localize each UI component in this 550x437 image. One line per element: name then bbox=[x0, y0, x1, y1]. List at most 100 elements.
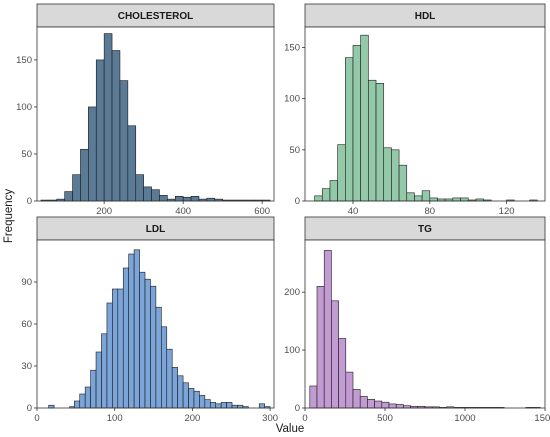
histogram-bar bbox=[95, 351, 102, 409]
x-tick-label: 200 bbox=[96, 206, 112, 217]
histogram-bar bbox=[398, 164, 408, 202]
histogram-bar bbox=[460, 197, 469, 202]
histogram-bar bbox=[106, 302, 113, 409]
histogram-bar bbox=[406, 192, 415, 202]
facet-strip-label: LDL bbox=[146, 224, 165, 235]
x-tick-label: 400 bbox=[175, 206, 191, 217]
panel-border bbox=[304, 26, 546, 202]
histogram-bar bbox=[381, 401, 390, 409]
histogram-bar bbox=[209, 402, 217, 409]
histogram-bar bbox=[199, 395, 206, 409]
y-tick-label: 50 bbox=[21, 149, 32, 160]
histogram-bar bbox=[90, 369, 97, 409]
histogram-bar bbox=[352, 45, 361, 202]
histogram-bar bbox=[237, 404, 244, 409]
histogram-bar bbox=[329, 180, 338, 202]
y-tick-label: 0 bbox=[27, 403, 32, 414]
x-tick-label: 40 bbox=[348, 206, 359, 217]
histogram-bar bbox=[368, 79, 377, 202]
plot-area bbox=[37, 27, 274, 201]
histogram-bar bbox=[352, 389, 361, 409]
histogram-bar bbox=[421, 190, 431, 202]
histogram-bar bbox=[48, 404, 55, 409]
histogram-bar bbox=[258, 403, 265, 409]
histogram-bar bbox=[101, 333, 108, 409]
histogram-bar bbox=[128, 253, 135, 409]
histogram-bar bbox=[88, 106, 97, 202]
y-tick-label: 50 bbox=[289, 145, 300, 156]
histogram-bar bbox=[321, 188, 331, 202]
y-tick-label: 150 bbox=[284, 42, 300, 53]
panel-ldl: LDL 0 100 200 300 0 30 60 90 bbox=[21, 216, 278, 424]
histogram-bar bbox=[150, 285, 157, 409]
histogram-bar bbox=[345, 371, 354, 409]
histogram-bar bbox=[122, 267, 129, 409]
histogram-bar bbox=[345, 57, 354, 202]
histogram-bar bbox=[139, 271, 146, 409]
histogram-bar bbox=[135, 174, 144, 202]
histogram-bar bbox=[174, 195, 184, 202]
facet-strip-label: HDL bbox=[415, 11, 436, 22]
facet-strip-label: CHOLESTEROL bbox=[118, 11, 194, 22]
panel-hdl: HDL 40 80 120 0 50 100 150 bbox=[284, 3, 546, 217]
histogram-bar bbox=[395, 404, 404, 409]
histogram-bar bbox=[72, 174, 81, 202]
histogram-bar bbox=[323, 250, 332, 409]
histogram-bar bbox=[177, 375, 184, 409]
histogram-bar bbox=[309, 385, 318, 409]
y-tick-label: 30 bbox=[21, 361, 32, 372]
x-tick-label: 200 bbox=[184, 413, 200, 424]
panel-border bbox=[36, 26, 275, 202]
x-tick-label: 100 bbox=[107, 413, 123, 424]
histogram-bar bbox=[161, 326, 168, 409]
histogram-bar bbox=[171, 367, 178, 409]
histogram-bar bbox=[166, 348, 173, 409]
facet-strip-label: TG bbox=[418, 224, 432, 235]
histogram-bar bbox=[231, 404, 238, 409]
histogram-bar bbox=[359, 396, 368, 409]
y-tick-label: 0 bbox=[27, 196, 32, 207]
x-tick-label: 500 bbox=[377, 413, 393, 424]
x-axis-title: Value bbox=[276, 423, 305, 435]
histogram-bar bbox=[111, 50, 121, 202]
y-tick-label: 100 bbox=[284, 345, 300, 356]
histogram-bar bbox=[133, 249, 140, 409]
x-tick-label: 300 bbox=[262, 413, 278, 424]
histogram-bar bbox=[314, 195, 323, 202]
histogram-bar bbox=[117, 288, 124, 409]
histogram-bar bbox=[103, 33, 113, 202]
histogram-bar bbox=[159, 195, 168, 202]
histogram-bar bbox=[144, 278, 151, 409]
x-tick-label: 1000 bbox=[454, 413, 475, 424]
histogram-bar bbox=[452, 197, 461, 202]
y-tick-label: 100 bbox=[16, 102, 32, 113]
y-axis-title: Frequency bbox=[3, 189, 15, 244]
histogram-bar bbox=[143, 186, 152, 202]
histogram-bar bbox=[375, 82, 385, 202]
y-tick-label: 100 bbox=[284, 94, 300, 105]
histogram-bar bbox=[367, 399, 375, 409]
x-tick-label: 0 bbox=[302, 413, 307, 424]
y-tick-label: 0 bbox=[295, 196, 300, 207]
histogram-bar bbox=[112, 288, 119, 409]
x-tick-label: 600 bbox=[254, 206, 270, 217]
x-tick-label: 0 bbox=[34, 413, 39, 424]
histogram-bar bbox=[190, 195, 200, 202]
y-tick-label: 60 bbox=[21, 319, 32, 330]
y-tick-label: 0 bbox=[295, 403, 300, 414]
histogram-bar bbox=[155, 306, 162, 409]
panel-cholesterol: CHOLESTEROL 200 400 600 0 50 100 150 bbox=[16, 3, 275, 217]
y-tick-label: 90 bbox=[21, 277, 32, 288]
x-tick-label: 80 bbox=[425, 206, 436, 217]
x-tick-label: 120 bbox=[499, 206, 515, 217]
histogram-bar bbox=[226, 402, 233, 409]
histogram-bar bbox=[383, 147, 392, 202]
histogram-bar bbox=[374, 400, 383, 409]
histogram-bar bbox=[79, 393, 86, 409]
y-tick-label: 200 bbox=[284, 287, 300, 298]
histogram-bar bbox=[182, 382, 189, 409]
histogram-bar bbox=[316, 286, 325, 409]
